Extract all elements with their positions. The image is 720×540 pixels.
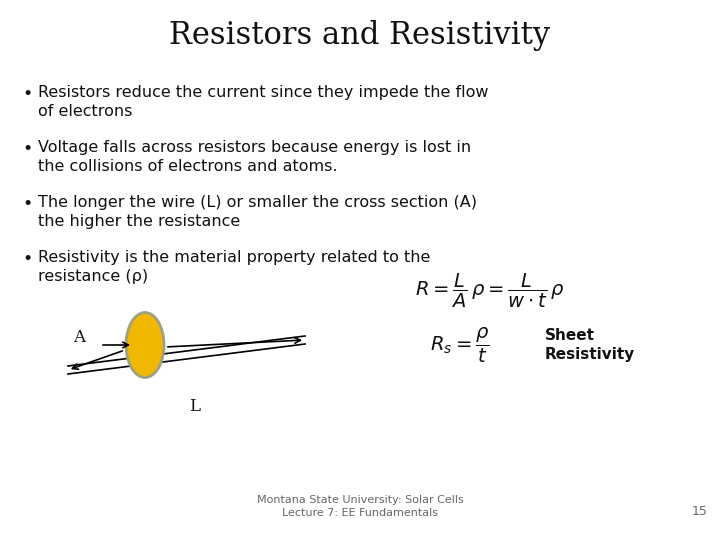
Text: Sheet
Resistivity: Sheet Resistivity bbox=[545, 328, 635, 362]
Text: $R = \dfrac{L}{A}\,\rho = \dfrac{L}{w \cdot t}\,\rho$: $R = \dfrac{L}{A}\,\rho = \dfrac{L}{w \c… bbox=[415, 272, 565, 310]
Text: 15: 15 bbox=[692, 505, 708, 518]
Text: •: • bbox=[22, 85, 32, 103]
Text: Voltage falls across resistors because energy is lost in
the collisions of elect: Voltage falls across resistors because e… bbox=[38, 140, 471, 174]
Text: $R_s = \dfrac{\rho}{t}$: $R_s = \dfrac{\rho}{t}$ bbox=[431, 326, 490, 365]
Text: A: A bbox=[73, 328, 85, 346]
Text: The longer the wire (L) or smaller the cross section (A)
the higher the resistan: The longer the wire (L) or smaller the c… bbox=[38, 195, 477, 229]
Text: •: • bbox=[22, 250, 32, 268]
Text: L: L bbox=[189, 398, 200, 415]
Text: •: • bbox=[22, 140, 32, 158]
Text: •: • bbox=[22, 195, 32, 213]
Ellipse shape bbox=[126, 313, 164, 377]
Text: Resistors reduce the current since they impede the flow
of electrons: Resistors reduce the current since they … bbox=[38, 85, 488, 119]
Text: Montana State University: Solar Cells
Lecture 7: EE Fundamentals: Montana State University: Solar Cells Le… bbox=[256, 495, 464, 518]
Text: Resistivity is the material property related to the
resistance (ρ): Resistivity is the material property rel… bbox=[38, 250, 431, 284]
Text: Resistors and Resistivity: Resistors and Resistivity bbox=[169, 20, 551, 51]
